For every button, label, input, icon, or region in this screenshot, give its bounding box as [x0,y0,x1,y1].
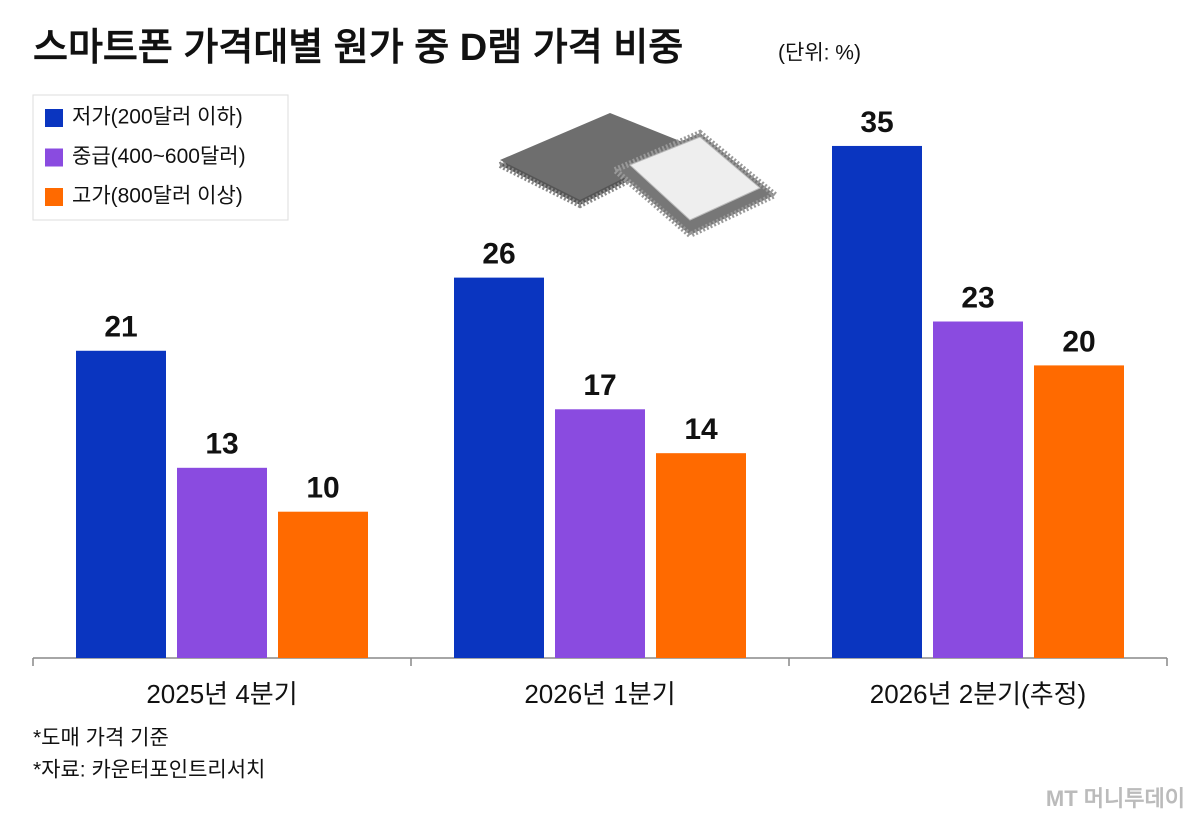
value-label: 13 [205,428,238,461]
legend-swatch [45,188,63,206]
chart-title: 스마트폰 가격대별 원가 중 D램 가격 비중 [33,27,683,69]
value-label: 17 [583,369,616,402]
bar [656,453,746,658]
bar [555,409,645,658]
legend-swatch [45,148,63,167]
note: *도매 가격 기준 [33,727,169,750]
value-label: 35 [860,106,893,139]
bar [933,321,1023,658]
chip-illustration [492,113,781,239]
bar [832,145,922,658]
bar [76,350,166,658]
value-label: 20 [1062,325,1095,358]
value-label: 23 [961,281,994,314]
legend-label: 저가(200달러 이하) [72,106,243,129]
legend-label: 중급(400~600달러) [72,145,246,168]
bar [1034,365,1124,658]
x-tick-label: 2026년 1분기 [524,679,675,709]
x-tick-label: 2025년 4분기 [146,679,297,709]
x-tick-label: 2026년 2분기(추정) [870,679,1086,709]
bar [454,277,544,658]
value-label: 26 [482,238,515,271]
legend-label: 고가(800달러 이상) [72,185,243,208]
watermark: MT 머니투데이 [1046,786,1185,811]
value-label: 14 [684,413,718,446]
bar [177,467,267,658]
chart-subtitle: (단위: %) [778,42,861,65]
value-label: 21 [104,311,137,344]
note: *자료: 카운터포인트리서치 [33,759,265,782]
bar [278,511,368,658]
value-label: 10 [306,472,339,505]
legend-swatch [45,109,63,127]
legend-box [32,94,289,221]
